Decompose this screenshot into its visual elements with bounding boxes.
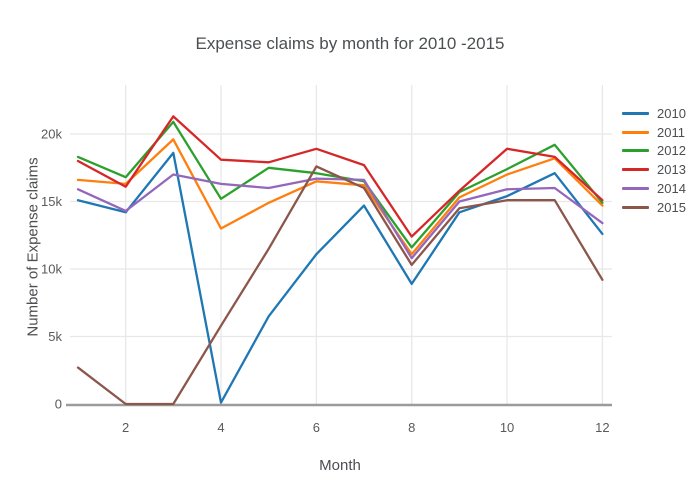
x-axis-title: Month bbox=[319, 457, 361, 474]
legend-swatch-2015 bbox=[622, 205, 649, 209]
legend-label: 2011 bbox=[657, 124, 685, 140]
legend: 2010 2011 2012 2013 2014 2015 bbox=[622, 104, 686, 217]
x-tick-label: 6 bbox=[313, 420, 320, 435]
legend-swatch-2013 bbox=[622, 168, 649, 172]
legend-label: 2014 bbox=[657, 181, 686, 197]
series-line-2014[interactable] bbox=[76, 173, 604, 260]
y-tick-label: 5k bbox=[48, 329, 62, 344]
x-tick-label: 12 bbox=[595, 420, 609, 435]
series-line-2011[interactable] bbox=[76, 138, 604, 256]
series-line-2015[interactable] bbox=[76, 165, 604, 406]
legend-item-2012[interactable]: 2012 bbox=[622, 142, 686, 161]
legend-swatch-2011 bbox=[622, 130, 649, 134]
legend-swatch-2010 bbox=[622, 111, 649, 115]
legend-label: 2010 bbox=[657, 105, 686, 121]
series-line-2010[interactable] bbox=[76, 151, 604, 404]
x-tick-label: 10 bbox=[500, 420, 514, 435]
legend-swatch-2012 bbox=[622, 149, 649, 153]
y-tick-label: 0 bbox=[55, 397, 62, 412]
y-tick-label: 15k bbox=[41, 194, 62, 209]
legend-item-2015[interactable]: 2015 bbox=[622, 198, 686, 217]
legend-label: 2012 bbox=[657, 143, 686, 159]
y-tick-label: 10k bbox=[41, 262, 62, 277]
x-tick-label: 2 bbox=[122, 420, 129, 435]
legend-item-2010[interactable]: 2010 bbox=[622, 104, 686, 123]
legend-label: 2015 bbox=[657, 199, 686, 215]
legend-item-2014[interactable]: 2014 bbox=[622, 179, 686, 198]
y-axis-title: Number of Expense claims bbox=[24, 157, 42, 337]
x-tick-label: 4 bbox=[217, 420, 224, 435]
legend-item-2011[interactable]: 2011 bbox=[622, 123, 686, 142]
series-line-2013[interactable] bbox=[76, 115, 604, 238]
legend-swatch-2014 bbox=[622, 187, 649, 191]
legend-item-2013[interactable]: 2013 bbox=[622, 160, 686, 179]
chart-title: Expense claims by month for 2010 -2015 bbox=[195, 34, 505, 53]
x-tick-label: 8 bbox=[408, 420, 415, 435]
legend-label: 2013 bbox=[657, 162, 686, 178]
y-tick-label: 20k bbox=[41, 127, 62, 142]
